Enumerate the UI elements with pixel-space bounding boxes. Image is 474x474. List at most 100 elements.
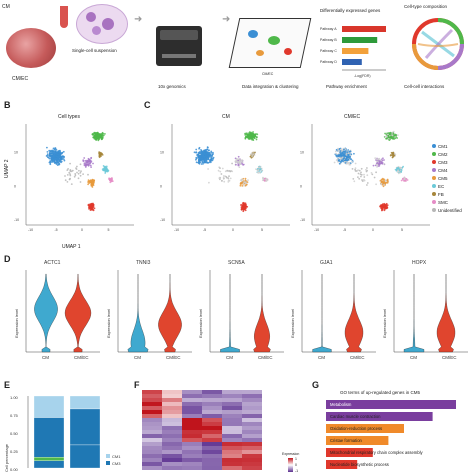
umap-point	[49, 152, 52, 155]
heatmap-cell	[162, 458, 182, 462]
legend-dot	[432, 200, 436, 204]
umap-point	[354, 170, 357, 172]
umap-point	[377, 160, 379, 163]
sequencer-machine	[156, 26, 202, 66]
umap-point	[266, 179, 269, 182]
umap-point	[104, 172, 107, 174]
umap-point	[252, 131, 254, 133]
umap-point	[360, 171, 362, 174]
umap-point	[49, 150, 51, 153]
heatmap-cell	[202, 406, 222, 410]
legend-item: SMC	[432, 198, 462, 206]
umap-point	[210, 151, 213, 154]
heatmap-cell	[182, 414, 202, 418]
legend-item: CM2	[432, 150, 462, 158]
umap-point	[342, 158, 345, 161]
heatmap-cell	[182, 458, 202, 462]
stacked-y-tick: 0.75	[10, 413, 19, 418]
umap-point	[224, 170, 227, 173]
heatmap-cell	[162, 430, 182, 434]
umap-point	[388, 136, 391, 139]
stacked-legend-label: CM1	[112, 454, 121, 459]
umap-point	[239, 184, 242, 187]
panel-letter-c: C	[144, 100, 151, 110]
umap-point	[349, 157, 351, 160]
heatmap-cell	[242, 462, 262, 466]
umap-point	[91, 207, 94, 209]
umap-point	[89, 164, 92, 167]
heatmap-cell	[162, 422, 182, 426]
umap-point	[333, 161, 336, 164]
panel-c-title-cmec: CM/EC	[344, 114, 361, 120]
pathway-label: Pathway C	[320, 49, 337, 53]
umap-point	[381, 161, 384, 164]
umap-point	[246, 205, 249, 208]
scale-max: 1	[295, 457, 297, 461]
umap-point	[242, 207, 245, 209]
heatmap-cell	[162, 394, 182, 398]
umap-point	[69, 162, 71, 165]
heatmap-cell	[222, 462, 242, 466]
stacked-segment	[69, 444, 101, 469]
umap-point	[387, 135, 390, 137]
violin-shape	[220, 274, 240, 353]
umap-point	[351, 168, 354, 170]
umap-point	[97, 134, 100, 137]
umap-point	[359, 173, 362, 176]
heatmap-cell	[242, 418, 262, 422]
umap-point	[217, 169, 220, 172]
heatmap-cell	[142, 426, 162, 430]
heatmap-cell	[202, 458, 222, 462]
umap-point	[335, 159, 338, 161]
umap-point	[51, 149, 54, 152]
umap-point	[357, 169, 359, 171]
umap-point	[55, 148, 58, 151]
umap-point	[406, 179, 409, 181]
umap-point	[87, 183, 89, 186]
umap-point	[204, 158, 207, 161]
umap-point	[344, 155, 346, 157]
violin-shape	[403, 274, 425, 353]
umap-point	[376, 164, 379, 166]
heatmap-cell	[142, 402, 162, 406]
legend-item: Unidentified	[432, 206, 462, 214]
umap-point	[77, 177, 80, 180]
heatmap-cell	[242, 434, 262, 438]
deg-label: Differentially expressed genes	[320, 8, 381, 13]
umap-point	[82, 173, 84, 175]
heatmap-cell	[162, 446, 182, 450]
cluster-dot	[268, 36, 280, 45]
umap-point	[103, 168, 106, 171]
umap-point	[226, 169, 229, 172]
heatmap-cell	[202, 446, 222, 450]
umap-point	[257, 169, 260, 171]
umap-point	[390, 151, 393, 154]
go-term-label: Mitochondrial respiratory chain complex …	[330, 450, 424, 455]
umap-point	[207, 156, 210, 159]
umap-point	[349, 150, 351, 153]
umap-point	[106, 170, 109, 173]
umap-point	[58, 156, 60, 159]
umap-point	[68, 171, 71, 174]
violin-group-label: CM/EC	[258, 355, 273, 360]
umap-point	[200, 151, 203, 154]
umap-point	[104, 133, 106, 135]
umap-point	[349, 162, 352, 165]
umap-point	[337, 155, 340, 158]
umap-point	[383, 183, 385, 186]
heatmap-cell	[242, 446, 262, 450]
umap-point	[244, 132, 246, 135]
heatmap-cell	[182, 398, 202, 402]
umap-x-tick: 0	[81, 228, 83, 232]
umap-point	[384, 180, 387, 182]
umap-point	[87, 163, 89, 165]
violin-group-label: CM	[42, 355, 49, 360]
umap-point	[241, 163, 243, 165]
umap-point	[98, 136, 101, 139]
umap-point	[206, 153, 209, 155]
umap-point	[76, 165, 78, 168]
stacked-segment	[69, 408, 101, 446]
violin-group-label: CM	[318, 355, 325, 360]
umap-point	[78, 169, 80, 172]
umap-point	[55, 161, 58, 164]
